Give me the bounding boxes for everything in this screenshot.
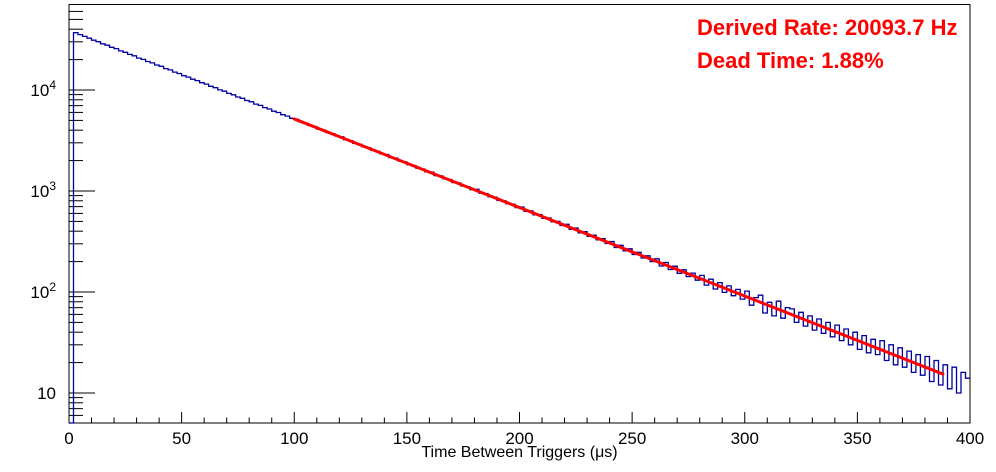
- dead-time-label: Dead Time: 1.88%: [697, 48, 884, 73]
- x-tick-label: 200: [505, 429, 533, 448]
- x-tick-label: 50: [172, 429, 191, 448]
- y-tick-label: 102: [30, 280, 56, 302]
- x-tick-label: 100: [280, 429, 308, 448]
- x-tick-label: 400: [956, 429, 984, 448]
- stats-box: Derived Rate: 20093.7 Hz Dead Time: 1.88…: [697, 11, 957, 77]
- derived-rate-label: Derived Rate: 20093.7 Hz: [697, 15, 958, 40]
- y-tick-label: 103: [30, 179, 56, 201]
- histogram-line: [69, 32, 970, 424]
- x-axis-title: Time Between Triggers (μs): [421, 444, 618, 461]
- y-tick-label: 10: [37, 384, 56, 403]
- x-tick-label: 0: [64, 429, 73, 448]
- fit-line: [292, 117, 945, 376]
- y-tick-label: 104: [30, 78, 56, 100]
- x-tick-label: 250: [618, 429, 646, 448]
- x-tick-label: 300: [731, 429, 759, 448]
- x-tick-label: 150: [393, 429, 421, 448]
- x-tick-label: 350: [843, 429, 871, 448]
